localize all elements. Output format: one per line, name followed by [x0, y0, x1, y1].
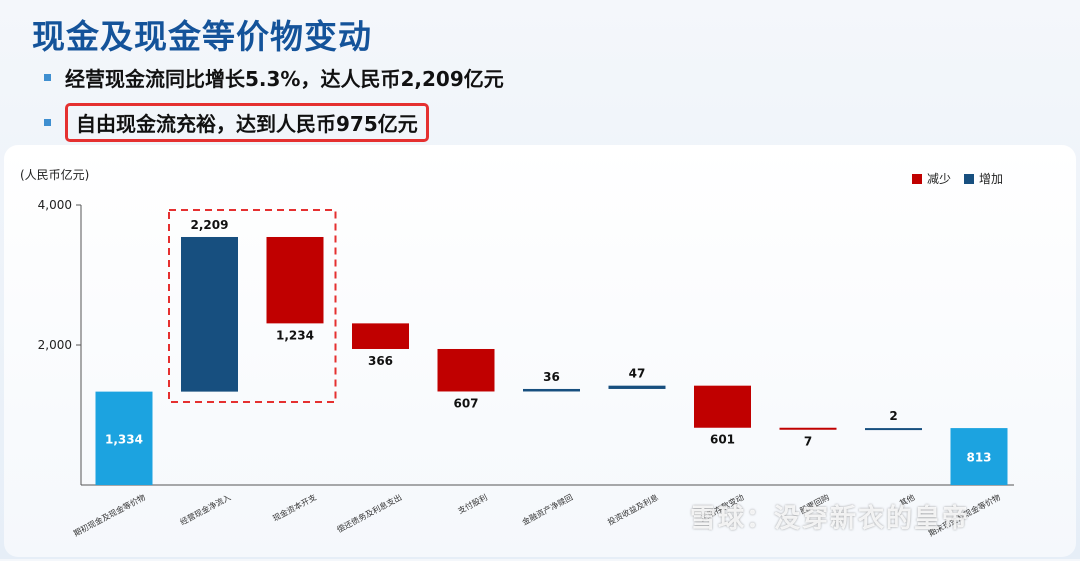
highlight-box: 自由现金流充裕，达到人民币975亿元 [65, 103, 429, 142]
bar-value-label: 7 [804, 435, 812, 449]
bar-total [95, 391, 153, 485]
bar-value-label: 1,234 [276, 328, 314, 342]
bar-decrease [779, 427, 837, 430]
bar-value-label: 47 [629, 367, 646, 381]
legend-label-increase: 增加 [979, 172, 1003, 186]
bar-value-label: 601 [710, 433, 735, 447]
bar-increase [608, 385, 666, 389]
bar-decrease [694, 385, 751, 428]
bar-increase [865, 428, 922, 431]
x-category-label: 支付股利 [456, 492, 489, 516]
bar-value-label: 813 [966, 451, 991, 465]
bullet-text: 自由现金流充裕，达到人民币975亿元 [76, 112, 418, 136]
bar-increase [181, 236, 238, 392]
waterfall-chart: (人民币亿元) 2,000 4,000 减少 增加 1,334 2,209 1,234 366 6… [20, 167, 1014, 538]
x-category-label: 期初现金及现金等价物 [72, 492, 147, 538]
bar-value-label: 2 [889, 409, 897, 423]
bar-value-label: 607 [453, 396, 478, 410]
bar-value-label: 36 [543, 370, 560, 384]
bar-total [950, 428, 1008, 485]
x-category-label: 偿还债务及利息支出 [335, 492, 403, 535]
bullet-marker [44, 119, 51, 126]
watermark: 雪球：没穿新衣的皇帝 [690, 504, 971, 534]
bar-increase [523, 388, 580, 392]
bullet-free-cash-flow: 自由现金流充裕，达到人民币975亿元 [44, 103, 429, 142]
bar-value-label: 2,209 [191, 218, 229, 232]
bar-value-label: 1,334 [105, 432, 143, 446]
bar-decrease [352, 323, 409, 349]
page-title: 现金及现金等价物变动 [32, 17, 372, 56]
y-unit-label: (人民币亿元) [20, 167, 89, 182]
bar-value-label: 366 [368, 354, 393, 368]
bullet-marker [44, 74, 51, 81]
bullet-operating-cash-flow: 经营现金流同比增长5.3%，达人民币2,209亿元 [44, 63, 504, 92]
chart-panel: (人民币亿元) 2,000 4,000 减少 增加 1,334 2,209 1,234 366 6… [4, 145, 1076, 557]
bar-decrease [437, 348, 495, 392]
x-category-label: 金融资产净赎回 [520, 492, 574, 527]
bar-decrease [266, 236, 324, 324]
x-category-label: 投资收益及利息 [606, 492, 660, 527]
y-tick-label: 2,000 [38, 338, 72, 352]
legend-swatch-increase [964, 174, 974, 184]
y-tick-label: 4,000 [38, 198, 72, 212]
legend-swatch-decrease [912, 174, 922, 184]
x-category-label: 经营现金净流入 [178, 492, 232, 527]
x-category-label: 现金资本开支 [271, 492, 318, 523]
legend-label-decrease: 减少 [927, 172, 951, 186]
bullet-text: 经营现金流同比增长5.3%，达人民币2,209亿元 [65, 67, 504, 91]
